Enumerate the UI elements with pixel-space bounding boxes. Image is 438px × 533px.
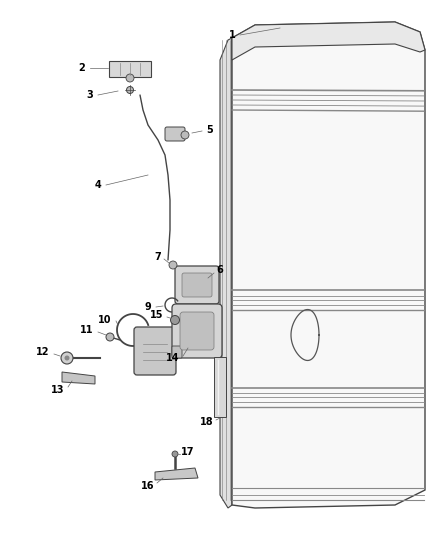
Text: 15: 15 bbox=[150, 310, 164, 320]
FancyBboxPatch shape bbox=[172, 346, 182, 358]
Text: 2: 2 bbox=[79, 63, 85, 73]
Text: 11: 11 bbox=[80, 325, 94, 335]
Text: 1: 1 bbox=[229, 30, 235, 40]
Polygon shape bbox=[232, 22, 425, 60]
Polygon shape bbox=[155, 468, 198, 480]
Text: 7: 7 bbox=[155, 252, 161, 262]
FancyBboxPatch shape bbox=[180, 312, 214, 350]
Text: 14: 14 bbox=[166, 353, 180, 363]
Polygon shape bbox=[220, 38, 232, 508]
Polygon shape bbox=[232, 22, 425, 508]
Circle shape bbox=[127, 86, 134, 93]
Text: 6: 6 bbox=[217, 265, 223, 275]
Circle shape bbox=[61, 352, 73, 364]
Text: 9: 9 bbox=[145, 302, 152, 312]
FancyBboxPatch shape bbox=[134, 327, 176, 375]
Text: 5: 5 bbox=[207, 125, 213, 135]
Circle shape bbox=[126, 74, 134, 82]
Text: 17: 17 bbox=[181, 447, 195, 457]
Text: 18: 18 bbox=[200, 417, 214, 427]
FancyBboxPatch shape bbox=[182, 273, 212, 297]
FancyBboxPatch shape bbox=[214, 357, 226, 417]
Text: 10: 10 bbox=[98, 315, 112, 325]
Text: 12: 12 bbox=[36, 347, 50, 357]
Circle shape bbox=[170, 316, 180, 325]
Circle shape bbox=[172, 451, 178, 457]
FancyBboxPatch shape bbox=[109, 61, 151, 77]
Circle shape bbox=[64, 356, 70, 360]
Text: 4: 4 bbox=[95, 180, 101, 190]
FancyBboxPatch shape bbox=[172, 304, 222, 358]
Polygon shape bbox=[62, 372, 95, 384]
Text: 16: 16 bbox=[141, 481, 155, 491]
FancyBboxPatch shape bbox=[175, 266, 219, 304]
Circle shape bbox=[106, 333, 114, 341]
FancyBboxPatch shape bbox=[165, 127, 185, 141]
Circle shape bbox=[169, 261, 177, 269]
Circle shape bbox=[181, 131, 189, 139]
Text: 3: 3 bbox=[87, 90, 93, 100]
Text: 13: 13 bbox=[51, 385, 65, 395]
